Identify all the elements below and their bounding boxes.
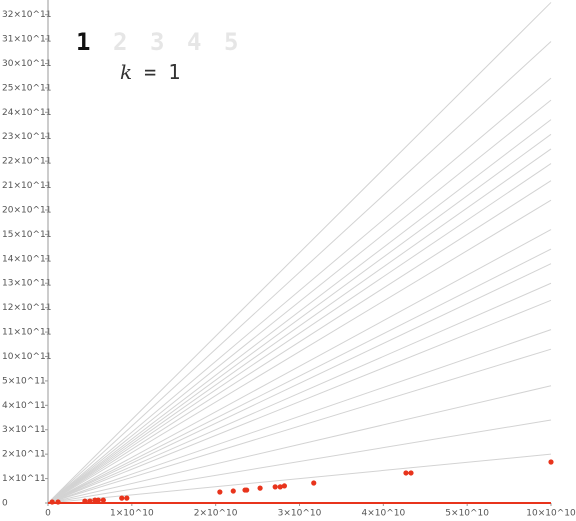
ray [47, 263, 552, 504]
ray [47, 180, 552, 504]
x-tick-label: 4×10^10 [361, 509, 405, 519]
point [548, 459, 554, 465]
y-tick-label: 32×10^11 [2, 10, 51, 20]
ray [47, 282, 552, 504]
annotation-equals: = [144, 60, 156, 84]
y-tick-label: 10×10^11 [2, 352, 51, 362]
y-tick-label: 21×10^11 [2, 181, 51, 191]
ray [47, 385, 552, 504]
x-tick-label: 2×10^10 [194, 509, 238, 519]
point [277, 484, 283, 490]
ray [47, 229, 552, 504]
y-tick-label: 4×10^11 [2, 401, 46, 411]
annotation-symbol: k [120, 60, 132, 84]
point [119, 495, 125, 501]
x-tick-label: 10×10^10 [526, 509, 576, 519]
ray [47, 119, 552, 504]
point [311, 480, 317, 486]
point [95, 497, 101, 503]
x-tick-label: 1×10^10 [110, 509, 154, 519]
y-tick-label: 3×10^11 [2, 425, 46, 435]
y-tick-label: 24×10^11 [2, 108, 51, 118]
point [124, 495, 130, 501]
ray [47, 2, 552, 504]
ray [47, 77, 552, 504]
y-tick-label: 31×10^11 [2, 35, 51, 45]
y-tick-label: 14×10^11 [2, 254, 51, 264]
y-tick-label: 5×10^11 [2, 376, 46, 386]
ray [47, 133, 552, 504]
y-tick-label: 13×10^11 [2, 279, 51, 289]
x-tick-label: 5×10^10 [445, 509, 489, 519]
ray [47, 348, 552, 504]
y-tick-label: 25×10^11 [2, 83, 51, 93]
ray [47, 329, 552, 504]
y-tick-label: 0 [2, 499, 8, 509]
y-tick-label: 11×10^11 [2, 328, 51, 338]
y-tick-label: 2×10^11 [2, 450, 46, 460]
ray [47, 99, 552, 504]
rays [47, 2, 552, 504]
point [244, 487, 250, 493]
ray [47, 148, 552, 504]
y-tick-label: 23×10^11 [2, 132, 51, 142]
ray [47, 163, 552, 504]
ray [47, 41, 552, 504]
page-button[interactable]: 4 [187, 28, 201, 56]
point [408, 470, 414, 476]
annotation-value: 1 [168, 60, 180, 84]
page-button[interactable]: 1 [76, 28, 90, 56]
y-tick-label: 22×10^11 [2, 157, 51, 167]
y-tick-label: 15×10^11 [2, 230, 51, 240]
point [257, 485, 263, 491]
x-tick-label: 0 [45, 509, 51, 519]
point [272, 484, 278, 490]
page-button[interactable]: 5 [224, 28, 238, 56]
y-tick-label: 20×10^11 [2, 205, 51, 215]
ray [47, 248, 552, 504]
page-button[interactable]: 3 [150, 28, 164, 56]
point [100, 497, 106, 503]
point [403, 470, 409, 476]
y-tick-label: 30×10^11 [2, 59, 51, 69]
page-button[interactable]: 2 [113, 28, 127, 56]
point [217, 489, 223, 495]
ray [47, 419, 552, 504]
ray [47, 299, 552, 504]
y-tick-label: 1×10^11 [2, 474, 46, 484]
annotation: k = 1 [120, 60, 180, 84]
point [281, 483, 288, 489]
y-tick-label: 12×10^11 [2, 303, 51, 313]
ray [47, 453, 552, 504]
x-tick-label: 3×10^10 [278, 509, 322, 519]
ray [47, 199, 552, 504]
point [230, 488, 236, 494]
